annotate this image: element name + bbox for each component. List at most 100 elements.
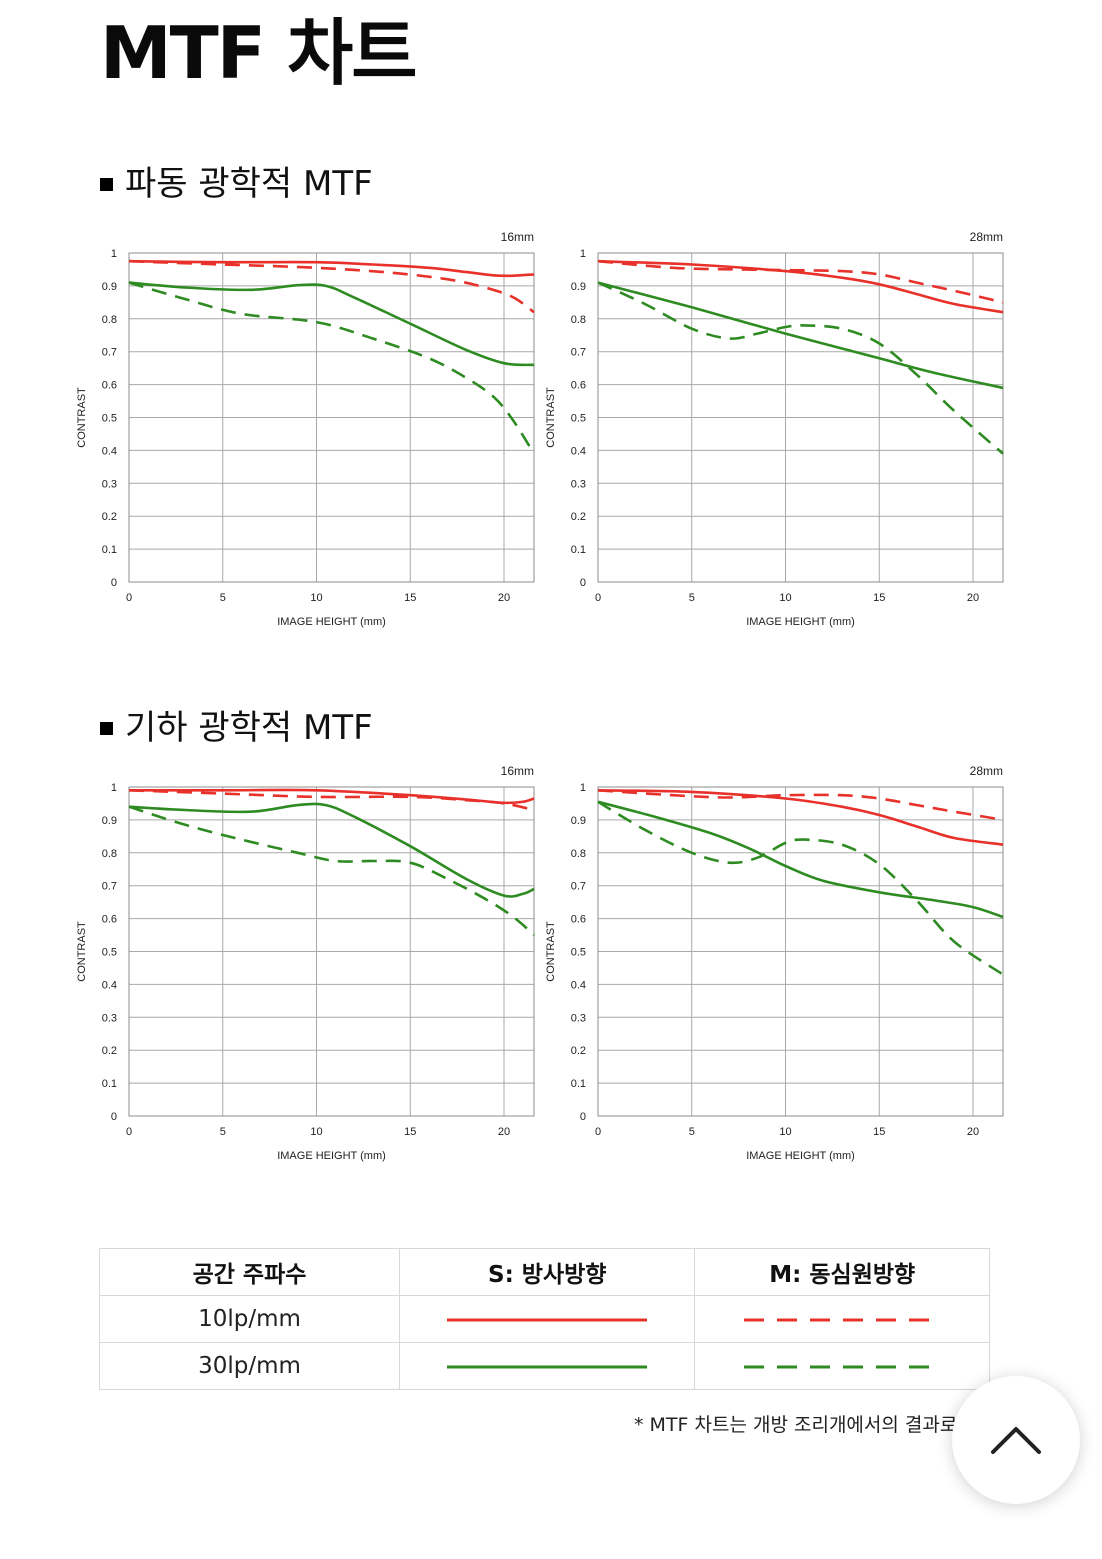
y-tick-label: 0.1: [571, 544, 586, 556]
y-tick-label: 0: [580, 1111, 586, 1123]
y-tick-label: 0.1: [102, 1078, 117, 1090]
legend-swatch-10lp-dashed: [744, 1318, 941, 1321]
y-axis-title: CONTRAST: [76, 387, 88, 448]
x-axis-title: IMAGE HEIGHT (mm): [746, 616, 855, 628]
mtf-chart-diffraction-28mm: 00.10.20.30.40.50.60.70.80.910 5 10 15 2028m…: [545, 230, 1004, 628]
y-axis-title: CONTRAST: [545, 387, 557, 448]
y-tick-label: 0: [111, 577, 117, 589]
x-tick-label: 15: [873, 592, 885, 604]
y-tick-label: 0.5: [571, 947, 586, 959]
y-tick-label: 0.6: [102, 380, 117, 392]
y-tick-label: 0.2: [102, 511, 117, 523]
legend-header-frequency: 공간 주파수: [99, 1248, 400, 1296]
legend-header-row: 공간 주파수 S: 방사방향 M: 동심원방향: [99, 1248, 990, 1296]
y-tick-label: 0.9: [571, 815, 586, 827]
series-line-30lp-mm-S: [128, 281, 535, 367]
x-tick-label: 20: [967, 592, 979, 604]
y-tick-label: 0.4: [571, 979, 586, 991]
x-tick-label: 5: [689, 592, 695, 604]
y-tick-label: 0.3: [102, 1012, 117, 1024]
x-tick-label: 0: [126, 592, 132, 604]
y-tick-label: 0.3: [571, 1012, 586, 1024]
legend-header-meridional: M: 동심원방향: [694, 1248, 990, 1296]
y-tick-label: 0.3: [571, 478, 586, 490]
series-line-10lp-mm-M: [128, 259, 535, 314]
y-tick-label: 0.8: [102, 848, 117, 860]
y-tick-label: 0.7: [571, 347, 586, 359]
section-title-label: 파동 광학적 MTF: [125, 164, 373, 204]
y-tick-label: 0.2: [571, 511, 586, 523]
mtf-chart-geometric-28mm: 00.10.20.30.40.50.60.70.80.910 5 10 15 2028m…: [545, 764, 1004, 1162]
series-line-30lp-mm-S: [128, 802, 535, 898]
plot-border: [128, 786, 535, 1117]
series-line-10lp-mm-S: [129, 788, 535, 805]
section-title-geometric: 기하 광학적 MTF: [100, 711, 373, 745]
y-tick-label: 0.4: [571, 445, 586, 457]
series-line-10lp-mm-S: [597, 789, 1004, 846]
page-title: MTF 차트: [100, 11, 417, 95]
legend-swatch-cell: [694, 1342, 990, 1390]
y-tick-label: 0.9: [102, 281, 117, 293]
x-axis-title: IMAGE HEIGHT (mm): [746, 1150, 855, 1162]
y-tick-label: 0.4: [102, 445, 117, 457]
section-title-label: 기하 광학적 MTF: [125, 708, 373, 748]
series-group: [128, 259, 536, 455]
legend-swatch-cell: [398, 1342, 696, 1390]
y-tick-label: 0.3: [102, 478, 117, 490]
x-tick-label: 20: [967, 1126, 979, 1138]
legend-row-30lp: 30lp/mm: [99, 1342, 990, 1390]
x-axis-title: IMAGE HEIGHT (mm): [277, 1150, 386, 1162]
y-tick-label: 1: [111, 782, 117, 794]
legend-swatch-10lp-solid: [447, 1318, 648, 1321]
mtf-chart-diffraction-16mm: 00.10.20.30.40.50.60.70.80.910 5 10 15 2016m…: [76, 230, 536, 628]
series-line-30lp-mm-M: [128, 805, 535, 936]
scroll-to-top-button[interactable]: [952, 1376, 1080, 1504]
series-group: [597, 259, 1004, 455]
y-tick-label: 0.4: [102, 979, 117, 991]
y-tick-label: 0.6: [102, 914, 117, 926]
x-tick-label: 15: [873, 1126, 885, 1138]
x-tick-label: 15: [404, 592, 416, 604]
series-line-10lp-mm-S: [128, 259, 535, 278]
plot-border: [597, 786, 1004, 1117]
chevron-up-icon: [991, 1427, 1041, 1454]
square-bullet-icon: [100, 721, 113, 735]
series-line-30lp-mm-M: [597, 281, 1004, 455]
series-line-30lp-mm-S: [597, 800, 1004, 919]
legend-swatch-cell: [398, 1295, 696, 1343]
y-tick-label: 0.6: [571, 380, 586, 392]
y-axis-title: CONTRAST: [76, 921, 88, 982]
focal-length-label: 16mm: [501, 230, 534, 244]
x-tick-label: 0: [595, 1126, 601, 1138]
footnote: * MTF 차트는 개방 조리개에서의 결과로: [634, 1414, 958, 1436]
x-tick-label: 10: [310, 1126, 322, 1138]
focal-length-label: 28mm: [970, 230, 1003, 244]
legend-table: 공간 주파수 S: 방사방향 M: 동심원방향 10lp/mm 30lp/mm: [99, 1248, 990, 1390]
x-tick-label: 0: [595, 592, 601, 604]
y-tick-label: 0.8: [102, 314, 117, 326]
y-tick-label: 1: [580, 782, 586, 794]
x-tick-label: 20: [498, 592, 510, 604]
legend-swatch-30lp-dashed: [744, 1365, 941, 1368]
legend-row-10lp: 10lp/mm: [99, 1295, 990, 1343]
y-tick-label: 0.7: [102, 347, 117, 359]
y-axis-title: CONTRAST: [545, 921, 557, 982]
y-tick-label: 0: [580, 577, 586, 589]
x-tick-label: 10: [310, 592, 322, 604]
legend-header-sagittal: S: 방사방향: [398, 1248, 696, 1296]
x-tick-label: 0: [126, 1126, 132, 1138]
x-tick-label: 5: [220, 1126, 226, 1138]
legend-row-label: 30lp/mm: [99, 1342, 400, 1390]
series-line-10lp-mm-S: [597, 259, 1004, 314]
y-tick-label: 0.5: [571, 413, 586, 425]
y-tick-label: 0.8: [571, 314, 586, 326]
series-line-30lp-mm-S: [597, 281, 1004, 390]
y-tick-label: 0.2: [571, 1045, 586, 1057]
legend-swatch-30lp-solid: [447, 1365, 648, 1368]
x-tick-label: 10: [779, 1126, 791, 1138]
series-line-10lp-mm-M: [128, 789, 535, 812]
series-group: [128, 788, 535, 936]
y-tick-label: 0.6: [571, 914, 586, 926]
plot-border: [128, 252, 535, 583]
legend-swatch-cell: [694, 1295, 990, 1343]
